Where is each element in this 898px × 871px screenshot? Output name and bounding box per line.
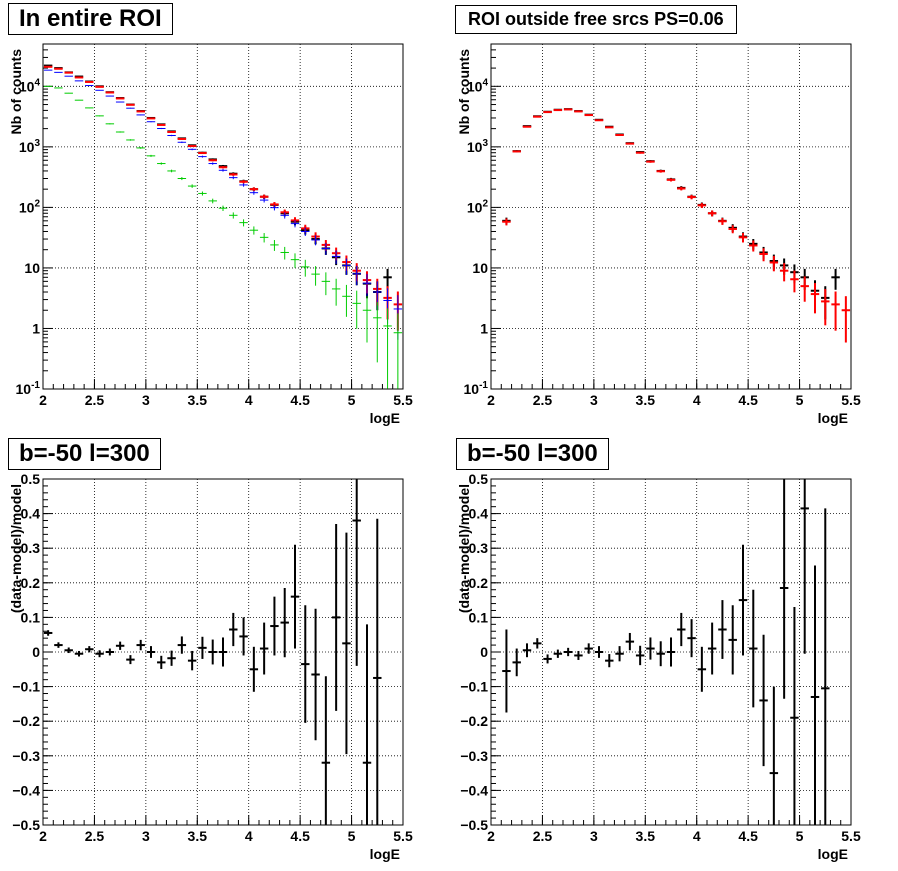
series-data: [502, 108, 840, 320]
series-model_blue: [43, 69, 403, 340]
x-tick-label: 2.5: [85, 828, 105, 844]
x-axis-title: logE: [818, 846, 848, 862]
y-tick-label: −0.5: [12, 817, 40, 833]
y-tick-label: 10-1: [16, 380, 41, 397]
y-tick-label: −0.4: [460, 782, 488, 798]
series-model_total: [43, 65, 403, 331]
x-tick-label: 5: [796, 392, 804, 408]
x-tick-label: 3: [590, 392, 598, 408]
y-tick-label: 104: [467, 77, 489, 94]
series-model_total: [502, 108, 851, 343]
x-tick-label: 2.5: [85, 392, 105, 408]
y-tick-label: 0.3: [21, 540, 41, 556]
x-tick-label: 4: [693, 392, 701, 408]
x-tick-label: 2: [39, 828, 47, 844]
y-tick-label: 0.2: [469, 575, 489, 591]
y-tick-label: −0.2: [460, 713, 488, 729]
x-tick-label: 2: [39, 392, 47, 408]
x-tick-label: 4.5: [738, 828, 758, 844]
x-tick-label: 3.5: [188, 392, 208, 408]
chart-p4: 2 2.5 3 3.5 4 4.5 5 5.5 −0.5 −0.4 −0.3 −0.2 −0.1 0 0.1…: [456, 471, 861, 862]
y-tick-label: −0.1: [12, 679, 40, 695]
plot-frame: [42, 43, 404, 390]
x-tick-label: 3.5: [636, 828, 656, 844]
y-tick-label: 103: [19, 138, 41, 155]
x-tick-label: 4: [245, 392, 253, 408]
x-tick-label: 5.5: [841, 392, 861, 408]
x-tick-label: 3: [142, 392, 150, 408]
y-tick-label: 1: [480, 320, 488, 336]
y-tick-label: 10: [24, 260, 40, 276]
y-tick-label: 10-1: [464, 380, 489, 397]
x-tick-label: 5: [348, 828, 356, 844]
x-tick-label: 5.5: [393, 828, 413, 844]
x-axis-title: logE: [370, 846, 400, 862]
panel-title: b=-50 l=300: [456, 438, 609, 470]
x-tick-label: 3: [590, 828, 598, 844]
series-data: [43, 479, 382, 825]
y-tick-label: 10: [472, 260, 488, 276]
y-axis-title: Nb of counts: [456, 49, 472, 135]
y-tick-label: 0.4: [469, 506, 489, 522]
x-tick-label: 2: [487, 392, 495, 408]
y-axis-title: (data-model)/model: [456, 484, 472, 613]
y-tick-label: −0.4: [12, 782, 40, 798]
series-model_green: [43, 85, 403, 389]
y-tick-label: 1: [32, 320, 40, 336]
x-tick-label: 5: [796, 828, 804, 844]
x-tick-label: 4: [245, 828, 253, 844]
panel-title: In entire ROI: [8, 3, 173, 35]
y-tick-label: 0.5: [469, 471, 489, 487]
y-tick-label: 102: [467, 198, 489, 215]
y-tick-label: 103: [467, 138, 489, 155]
chart-p1: 2 2.5 3 3.5 4 4.5 5 5.5 10-1 1 10 102 103 104 logE Nb o…: [8, 43, 413, 426]
chart-p3: 2 2.5 3 3.5 4 4.5 5 5.5 −0.5 −0.4 −0.3 −0.2 −0.1 0 0.1…: [8, 471, 413, 862]
y-tick-label: 102: [19, 198, 41, 215]
y-tick-label: 0.4: [21, 506, 41, 522]
chart-p2: 2 2.5 3 3.5 4 4.5 5 5.5 10-1 1 10 102 103 104 logE Nb o…: [456, 43, 861, 426]
y-tick-label: 0: [480, 644, 488, 660]
series-data: [502, 479, 830, 825]
y-tick-label: −0.3: [12, 748, 40, 764]
y-tick-label: 0.3: [469, 540, 489, 556]
x-tick-label: 2: [487, 828, 495, 844]
x-tick-label: 4.5: [738, 392, 758, 408]
x-axis-title: logE: [370, 410, 400, 426]
y-tick-label: 0.1: [469, 609, 489, 625]
x-tick-label: 2.5: [533, 392, 553, 408]
y-tick-label: −0.3: [460, 748, 488, 764]
x-axis-title: logE: [818, 410, 848, 426]
y-tick-label: 104: [19, 77, 41, 94]
x-tick-label: 4.5: [290, 828, 310, 844]
y-axis-title: (data-model)/model: [8, 484, 24, 613]
x-tick-label: 3.5: [636, 392, 656, 408]
x-tick-label: 2.5: [533, 828, 553, 844]
panel-title: ROI outside free srcs PS=0.06: [455, 5, 737, 34]
y-tick-label: −0.5: [460, 817, 488, 833]
x-tick-label: 3.5: [188, 828, 208, 844]
x-tick-label: 5.5: [393, 392, 413, 408]
series-data: [43, 64, 392, 311]
x-tick-label: 5.5: [841, 828, 861, 844]
y-tick-label: 0.5: [21, 471, 41, 487]
y-tick-label: −0.1: [460, 679, 488, 695]
plot-frame: [490, 43, 852, 390]
y-tick-label: 0: [32, 644, 40, 660]
y-tick-label: −0.2: [12, 713, 40, 729]
x-tick-label: 3: [142, 828, 150, 844]
y-tick-label: 0.2: [21, 575, 41, 591]
x-tick-label: 5: [348, 392, 356, 408]
x-tick-label: 4.5: [290, 392, 310, 408]
x-tick-label: 4: [693, 828, 701, 844]
y-axis-title: Nb of counts: [8, 49, 24, 135]
y-tick-label: 0.1: [21, 609, 41, 625]
panel-title: b=-50 l=300: [8, 438, 161, 470]
